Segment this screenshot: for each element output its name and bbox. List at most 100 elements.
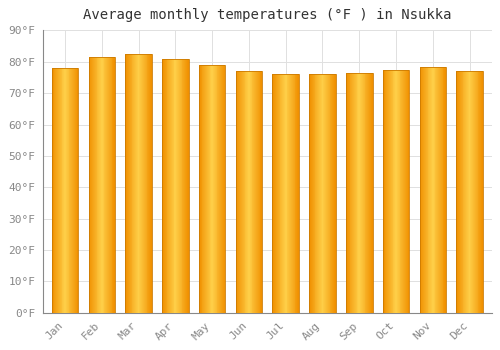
Bar <box>151 54 152 313</box>
Bar <box>316 74 317 313</box>
Bar <box>395 70 396 313</box>
Bar <box>285 74 286 313</box>
Bar <box>298 74 299 313</box>
Bar <box>366 73 367 313</box>
Bar <box>126 54 152 313</box>
Bar <box>166 59 168 313</box>
Bar <box>364 73 366 313</box>
Bar <box>327 74 328 313</box>
Bar <box>319 74 320 313</box>
Bar <box>353 73 354 313</box>
Bar <box>149 54 150 313</box>
Bar <box>65 68 66 313</box>
Bar <box>178 59 179 313</box>
Bar <box>346 73 372 313</box>
Bar <box>141 54 142 313</box>
Bar <box>239 71 240 313</box>
Bar <box>248 71 249 313</box>
Bar <box>296 74 297 313</box>
Bar <box>312 74 313 313</box>
Bar <box>130 54 132 313</box>
Bar <box>440 66 441 313</box>
Bar <box>362 73 363 313</box>
Bar <box>288 74 289 313</box>
Bar <box>274 74 275 313</box>
Bar <box>218 65 219 313</box>
Bar <box>100 57 101 313</box>
Bar <box>73 68 74 313</box>
Bar <box>129 54 130 313</box>
Bar <box>243 71 244 313</box>
Bar <box>162 59 163 313</box>
Bar <box>101 57 102 313</box>
Bar <box>383 70 384 313</box>
Bar <box>425 66 426 313</box>
Bar <box>472 71 473 313</box>
Bar <box>76 68 78 313</box>
Bar <box>143 54 144 313</box>
Bar <box>112 57 114 313</box>
Bar <box>236 71 262 313</box>
Bar <box>200 65 202 313</box>
Bar <box>57 68 58 313</box>
Bar <box>99 57 100 313</box>
Bar <box>478 71 480 313</box>
Title: Average monthly temperatures (°F ) in Nsukka: Average monthly temperatures (°F ) in Ns… <box>83 8 452 22</box>
Bar <box>107 57 108 313</box>
Bar <box>408 70 410 313</box>
Bar <box>292 74 293 313</box>
Bar <box>110 57 112 313</box>
Bar <box>328 74 330 313</box>
Bar <box>171 59 172 313</box>
Bar <box>405 70 406 313</box>
Bar <box>481 71 482 313</box>
Bar <box>322 74 324 313</box>
Bar <box>148 54 149 313</box>
Bar <box>468 71 469 313</box>
Bar <box>367 73 368 313</box>
Bar <box>439 66 440 313</box>
Bar <box>332 74 333 313</box>
Bar <box>289 74 290 313</box>
Bar <box>461 71 462 313</box>
Bar <box>361 73 362 313</box>
Bar <box>459 71 460 313</box>
Bar <box>241 71 242 313</box>
Bar <box>436 66 437 313</box>
Bar <box>330 74 332 313</box>
Bar <box>249 71 250 313</box>
Bar <box>212 65 213 313</box>
Bar <box>272 74 274 313</box>
Bar <box>369 73 370 313</box>
Bar <box>255 71 256 313</box>
Bar <box>386 70 387 313</box>
Bar <box>219 65 220 313</box>
Bar <box>311 74 312 313</box>
Bar <box>62 68 64 313</box>
Bar <box>135 54 136 313</box>
Bar <box>208 65 210 313</box>
Bar <box>74 68 76 313</box>
Bar <box>403 70 404 313</box>
Bar <box>185 59 186 313</box>
Bar <box>213 65 214 313</box>
Bar <box>389 70 390 313</box>
Bar <box>276 74 277 313</box>
Bar <box>257 71 258 313</box>
Bar <box>104 57 106 313</box>
Bar <box>475 71 476 313</box>
Bar <box>140 54 141 313</box>
Bar <box>402 70 403 313</box>
Bar <box>94 57 95 313</box>
Bar <box>422 66 423 313</box>
Bar <box>163 59 164 313</box>
Bar <box>187 59 188 313</box>
Bar <box>397 70 398 313</box>
Bar <box>59 68 60 313</box>
Bar <box>324 74 325 313</box>
Bar <box>72 68 73 313</box>
Bar <box>127 54 128 313</box>
Bar <box>221 65 222 313</box>
Bar <box>71 68 72 313</box>
Bar <box>134 54 135 313</box>
